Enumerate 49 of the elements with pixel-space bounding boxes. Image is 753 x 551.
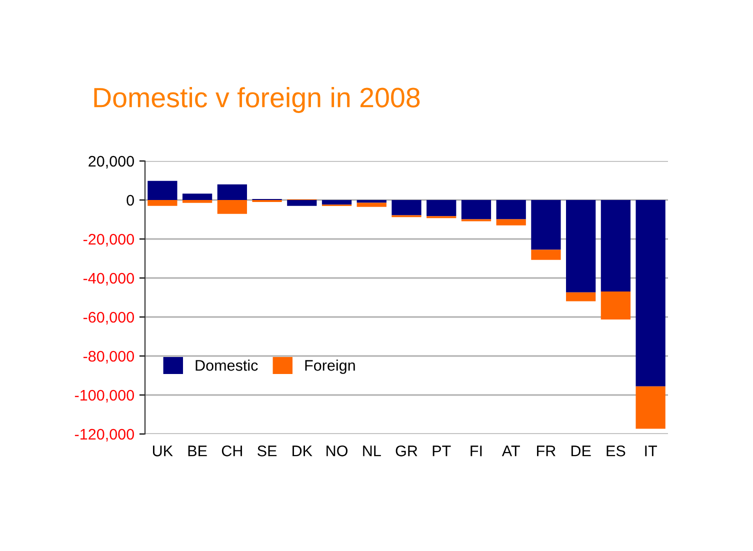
x-tick-label: FI xyxy=(470,446,482,456)
x-tick-label: DK xyxy=(292,446,312,456)
bar xyxy=(426,200,456,216)
x-tick-label: SE xyxy=(258,446,277,456)
y-tick-label: -100,000 xyxy=(74,390,134,402)
y-tick-label: -40,000 xyxy=(83,272,134,286)
bar xyxy=(217,200,247,214)
x-tick-label: AT xyxy=(502,446,520,456)
bar xyxy=(322,200,352,205)
y-tick-label: -80,000 xyxy=(83,350,134,364)
bar xyxy=(496,219,526,226)
legend-label: Domestic xyxy=(196,360,258,371)
bar xyxy=(148,180,178,200)
x-tick-label: GR xyxy=(396,446,418,456)
x-tick-label: UK xyxy=(153,446,173,456)
x-tick-label: NL xyxy=(363,446,381,456)
bar xyxy=(600,291,631,320)
x-tick-label: IT xyxy=(645,446,658,456)
y-tick-label: -20,000 xyxy=(83,234,134,246)
bar xyxy=(461,200,492,220)
x-tick-label: CH xyxy=(222,446,242,456)
bar xyxy=(531,200,561,250)
bar xyxy=(566,200,596,292)
bar xyxy=(566,292,596,302)
bar xyxy=(531,250,561,260)
bar xyxy=(287,200,317,206)
x-tick-label: PT xyxy=(432,446,451,456)
bar xyxy=(217,184,247,200)
x-tick-label: BE xyxy=(188,446,207,456)
y-tick-label: -120,000 xyxy=(74,428,134,442)
y-tick-label: -60,000 xyxy=(83,312,134,324)
bar xyxy=(600,200,631,292)
y-tick-label: 0 xyxy=(126,194,134,206)
x-tick-label: ES xyxy=(606,446,626,456)
bar xyxy=(636,386,666,429)
chart-title: Domestic v foreign in 2008 xyxy=(94,87,420,113)
bar xyxy=(148,200,178,206)
bar xyxy=(392,200,422,216)
bar xyxy=(182,194,212,200)
x-tick-label: DE xyxy=(571,446,591,456)
x-tick-label: NO xyxy=(326,446,348,456)
bar xyxy=(636,200,666,386)
bar xyxy=(496,200,526,220)
bar xyxy=(356,202,386,207)
bar xyxy=(182,200,212,203)
x-tick-label: FR xyxy=(537,446,556,456)
y-tick-label: 20,000 xyxy=(88,156,134,168)
legend-label: Foreign xyxy=(305,360,355,374)
bar xyxy=(356,200,386,203)
